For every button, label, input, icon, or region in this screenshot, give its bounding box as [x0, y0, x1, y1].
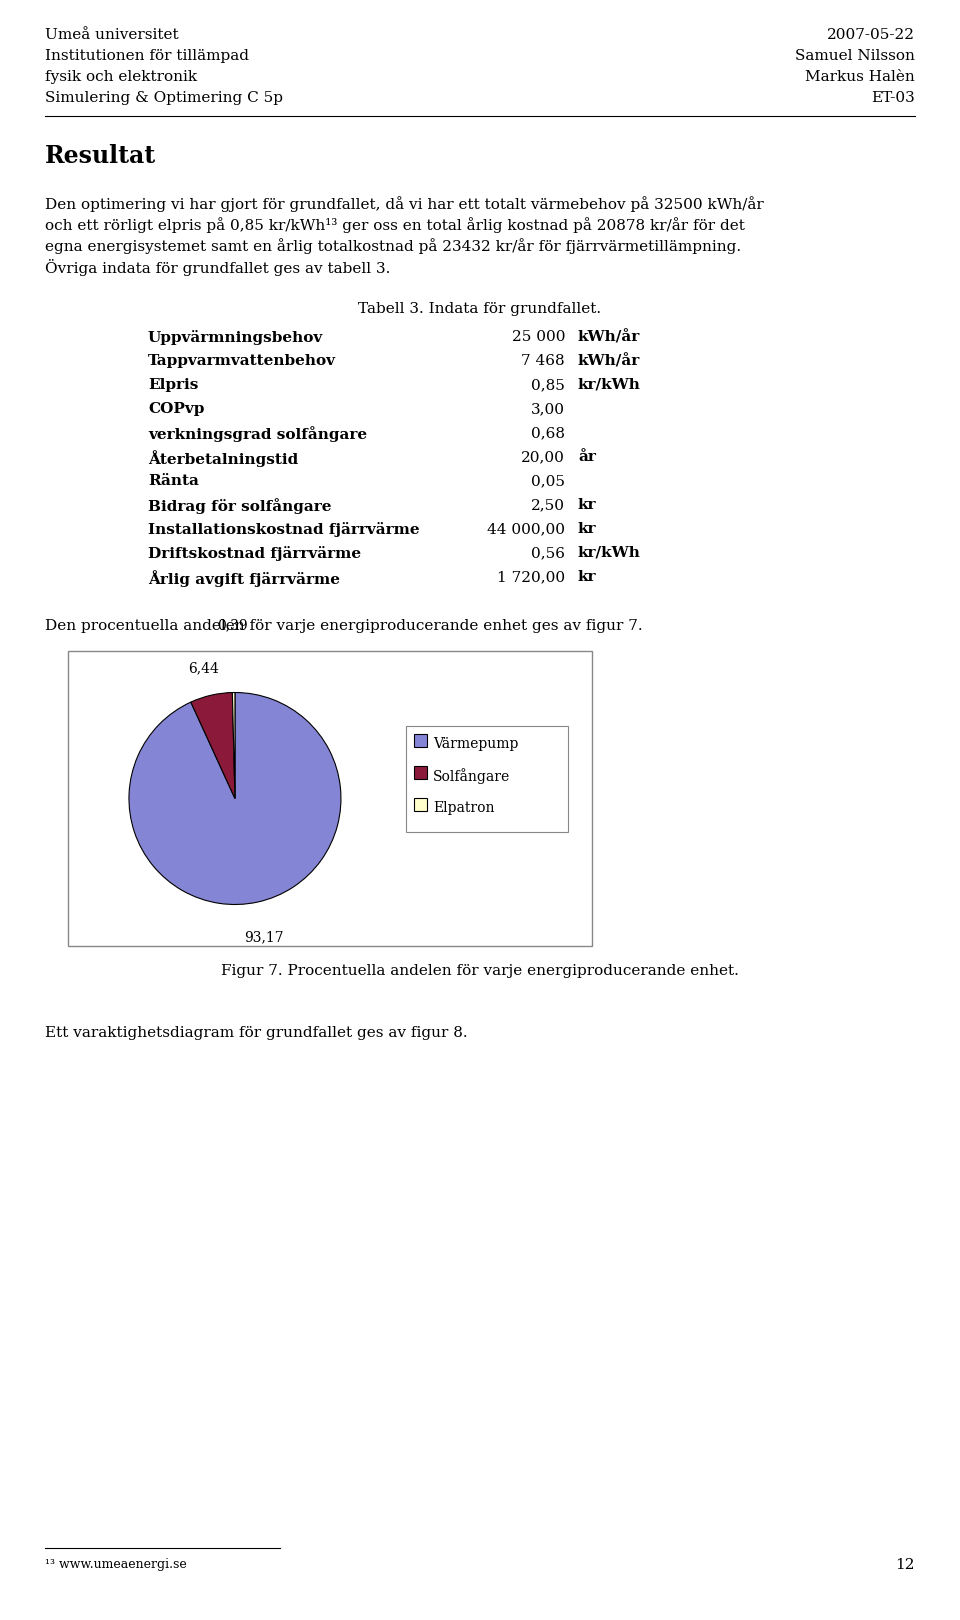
Text: 2007-05-22: 2007-05-22 [827, 28, 915, 42]
Text: Installationskostnad fjärrvärme: Installationskostnad fjärrvärme [148, 522, 420, 536]
Text: Solfångare: Solfångare [433, 768, 510, 784]
Text: 44 000,00: 44 000,00 [487, 522, 565, 536]
Bar [68, 651, 592, 946]
Text: 0,85: 0,85 [531, 377, 565, 392]
Wedge shape [232, 692, 235, 799]
Text: 1 720,00: 1 720,00 [497, 570, 565, 583]
Text: Elpris: Elpris [148, 377, 199, 392]
Bar [406, 726, 568, 831]
Text: fysik och elektronik: fysik och elektronik [45, 70, 197, 84]
Text: kr/kWh: kr/kWh [578, 546, 641, 561]
Text: Samuel Nilsson: Samuel Nilsson [795, 49, 915, 63]
Text: Bidrag för solfångare: Bidrag för solfångare [148, 497, 331, 514]
Text: kWh/år: kWh/år [578, 330, 640, 345]
Text: Uppvärmningsbehov: Uppvärmningsbehov [148, 330, 324, 345]
Text: Driftskostnad fjärrvärme: Driftskostnad fjärrvärme [148, 546, 361, 561]
Text: 20,00: 20,00 [521, 450, 565, 463]
Text: egna energisystemet samt en årlig totalkostnad på 23432 kr/år för fjärrvärmetill: egna energisystemet samt en årlig totalk… [45, 238, 741, 254]
Text: 0,05: 0,05 [531, 475, 565, 488]
Text: Institutionen för tillämpad: Institutionen för tillämpad [45, 49, 249, 63]
Text: Ränta: Ränta [148, 475, 199, 488]
Text: kr: kr [578, 497, 596, 512]
Text: 12: 12 [896, 1558, 915, 1571]
Text: Elpatron: Elpatron [433, 800, 494, 815]
Text: Figur 7. Procentuella andelen för varje energiproducerande enhet.: Figur 7. Procentuella andelen för varje … [221, 964, 739, 978]
Text: 0,39: 0,39 [217, 619, 248, 632]
Text: år: år [578, 450, 596, 463]
Text: Den optimering vi har gjort för grundfallet, då vi har ett totalt värmebehov på : Den optimering vi har gjort för grundfal… [45, 196, 764, 212]
Text: Simulering & Optimering C 5p: Simulering & Optimering C 5p [45, 91, 283, 105]
Text: Tappvarmvattenbehov: Tappvarmvattenbehov [148, 355, 336, 368]
Text: 93,17: 93,17 [244, 930, 283, 944]
Text: 3,00: 3,00 [531, 402, 565, 416]
Text: och ett rörligt elpris på 0,85 kr/kWh¹³ ger oss en total årlig kostnad på 20878 : och ett rörligt elpris på 0,85 kr/kWh¹³ … [45, 217, 745, 233]
Text: Ett varaktighetsdiagram för grundfallet ges av figur 8.: Ett varaktighetsdiagram för grundfallet … [45, 1025, 468, 1040]
Bar [414, 734, 427, 747]
Text: 0,68: 0,68 [531, 426, 565, 441]
Text: kr: kr [578, 570, 596, 583]
Bar [414, 766, 427, 779]
Text: Markus Halèn: Markus Halèn [805, 70, 915, 84]
Text: verkningsgrad solfångare: verkningsgrad solfångare [148, 426, 367, 442]
Text: 0,56: 0,56 [531, 546, 565, 561]
Text: Återbetalningstid: Återbetalningstid [148, 450, 299, 467]
Text: ET-03: ET-03 [872, 91, 915, 105]
Wedge shape [191, 692, 235, 799]
Text: 6,44: 6,44 [188, 661, 219, 676]
Text: kr/kWh: kr/kWh [578, 377, 641, 392]
Text: Den procentuella andelen för varje energiproducerande enhet ges av figur 7.: Den procentuella andelen för varje energ… [45, 619, 642, 633]
Text: Tabell 3. Indata för grundfallet.: Tabell 3. Indata för grundfallet. [358, 301, 602, 316]
Text: kWh/år: kWh/år [578, 355, 640, 368]
Wedge shape [129, 692, 341, 904]
Text: COPvp: COPvp [148, 402, 204, 416]
Text: 2,50: 2,50 [531, 497, 565, 512]
Text: Värmepump: Värmepump [433, 737, 518, 750]
Bar [414, 797, 427, 810]
Text: 25 000: 25 000 [512, 330, 565, 343]
Text: Resultat: Resultat [45, 144, 156, 168]
Text: ¹³ www.umeaenergi.se: ¹³ www.umeaenergi.se [45, 1558, 187, 1571]
Text: Umeå universitet: Umeå universitet [45, 28, 179, 42]
Text: kr: kr [578, 522, 596, 536]
Text: Övriga indata för grundfallet ges av tabell 3.: Övriga indata för grundfallet ges av tab… [45, 259, 391, 275]
Text: 7 468: 7 468 [521, 355, 565, 368]
Text: Årlig avgift fjärrvärme: Årlig avgift fjärrvärme [148, 570, 340, 586]
